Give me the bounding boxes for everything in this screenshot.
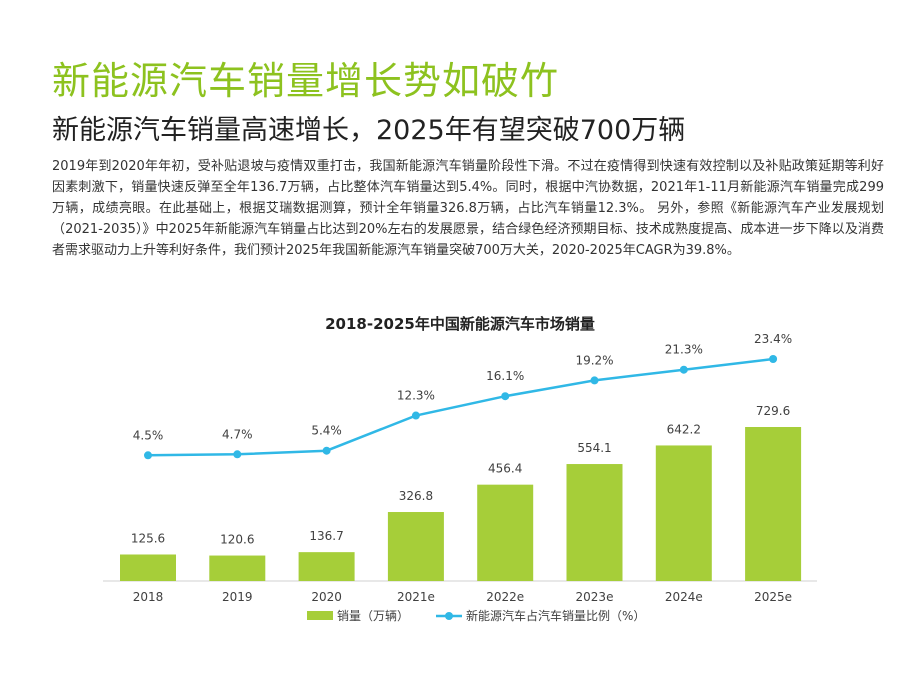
legend-bar-swatch <box>307 611 333 620</box>
share-point <box>679 365 688 374</box>
share-point <box>769 355 778 363</box>
bar-2023e <box>566 464 623 581</box>
share-point <box>411 411 420 420</box>
legend-line-marker <box>445 612 453 620</box>
bar-2022e <box>477 484 534 581</box>
slide-subtitle: 新能源汽车销量高速增长，2025年有望突破700万辆 <box>52 115 686 146</box>
legend-line-label: 新能源汽车占汽车销量比例（%） <box>466 608 645 623</box>
legend: 销量（万辆） 新能源汽车占汽车销量比例（%） <box>307 608 645 623</box>
category-label: 2022e <box>486 590 524 604</box>
category-label: 2025e <box>754 590 792 604</box>
share-line <box>147 357 774 457</box>
share-point <box>233 450 242 459</box>
bar-value-label: 554.1 <box>577 441 611 455</box>
bar-2024e <box>655 445 712 581</box>
bar-2021e <box>387 512 444 581</box>
chart-title: 2018-2025年中国新能源汽车市场销量 <box>325 315 595 333</box>
share-point <box>144 451 152 460</box>
bar-2018 <box>120 554 176 581</box>
category-labels: 2018 2019 2020 2021e 2022e 2023e 2024e 2025e <box>133 590 792 604</box>
bar-2020 <box>298 552 355 581</box>
category-label: 2023e <box>576 590 614 604</box>
share-value-label: 19.2% <box>575 353 613 367</box>
bar-value-label: 729.6 <box>756 404 790 418</box>
line-layer: 4.5% 4.7% 5.4% 12.3% 16.1% 19.2% 21.3% 23.4% <box>133 332 792 460</box>
share-value-label: 23.4% <box>754 332 792 346</box>
category-label: 2018 <box>133 590 164 604</box>
share-point <box>322 446 331 455</box>
share-value-label: 21.3% <box>665 343 703 357</box>
bar-value-label: 120.6 <box>220 533 254 547</box>
category-label: 2019 <box>222 590 253 604</box>
share-value-label: 4.7% <box>222 427 253 441</box>
category-label: 2021e <box>397 590 435 604</box>
bar-value-label: 326.8 <box>399 489 433 503</box>
share-value-label: 4.5% <box>133 428 164 442</box>
bar-value-label: 136.7 <box>309 529 343 543</box>
share-value-label: 16.1% <box>486 369 524 383</box>
slide-title: 新能源汽车销量增长势如破竹 <box>52 59 560 103</box>
share-point <box>501 392 510 401</box>
category-label: 2024e <box>665 590 703 604</box>
body-paragraph: 2019年到2020年年初，受补贴退坡与疫情双重打击，我国新能源汽车销量阶段性下… <box>52 159 884 258</box>
share-value-label: 12.3% <box>397 389 435 403</box>
share-point <box>590 376 599 385</box>
category-label: 2020 <box>311 590 342 604</box>
bars-layer: 125.6 120.6 136.7 326.8 456.4 554.1 642.2 729.6 <box>120 404 802 581</box>
bar-value-label: 456.4 <box>488 462 522 476</box>
share-value-label: 5.4% <box>311 424 342 438</box>
legend-bar-label: 销量（万辆） <box>337 609 409 623</box>
bar-2025e <box>745 427 802 581</box>
bar-value-label: 125.6 <box>131 531 165 545</box>
bar-value-label: 642.2 <box>667 422 701 436</box>
bar-2019 <box>209 555 266 581</box>
